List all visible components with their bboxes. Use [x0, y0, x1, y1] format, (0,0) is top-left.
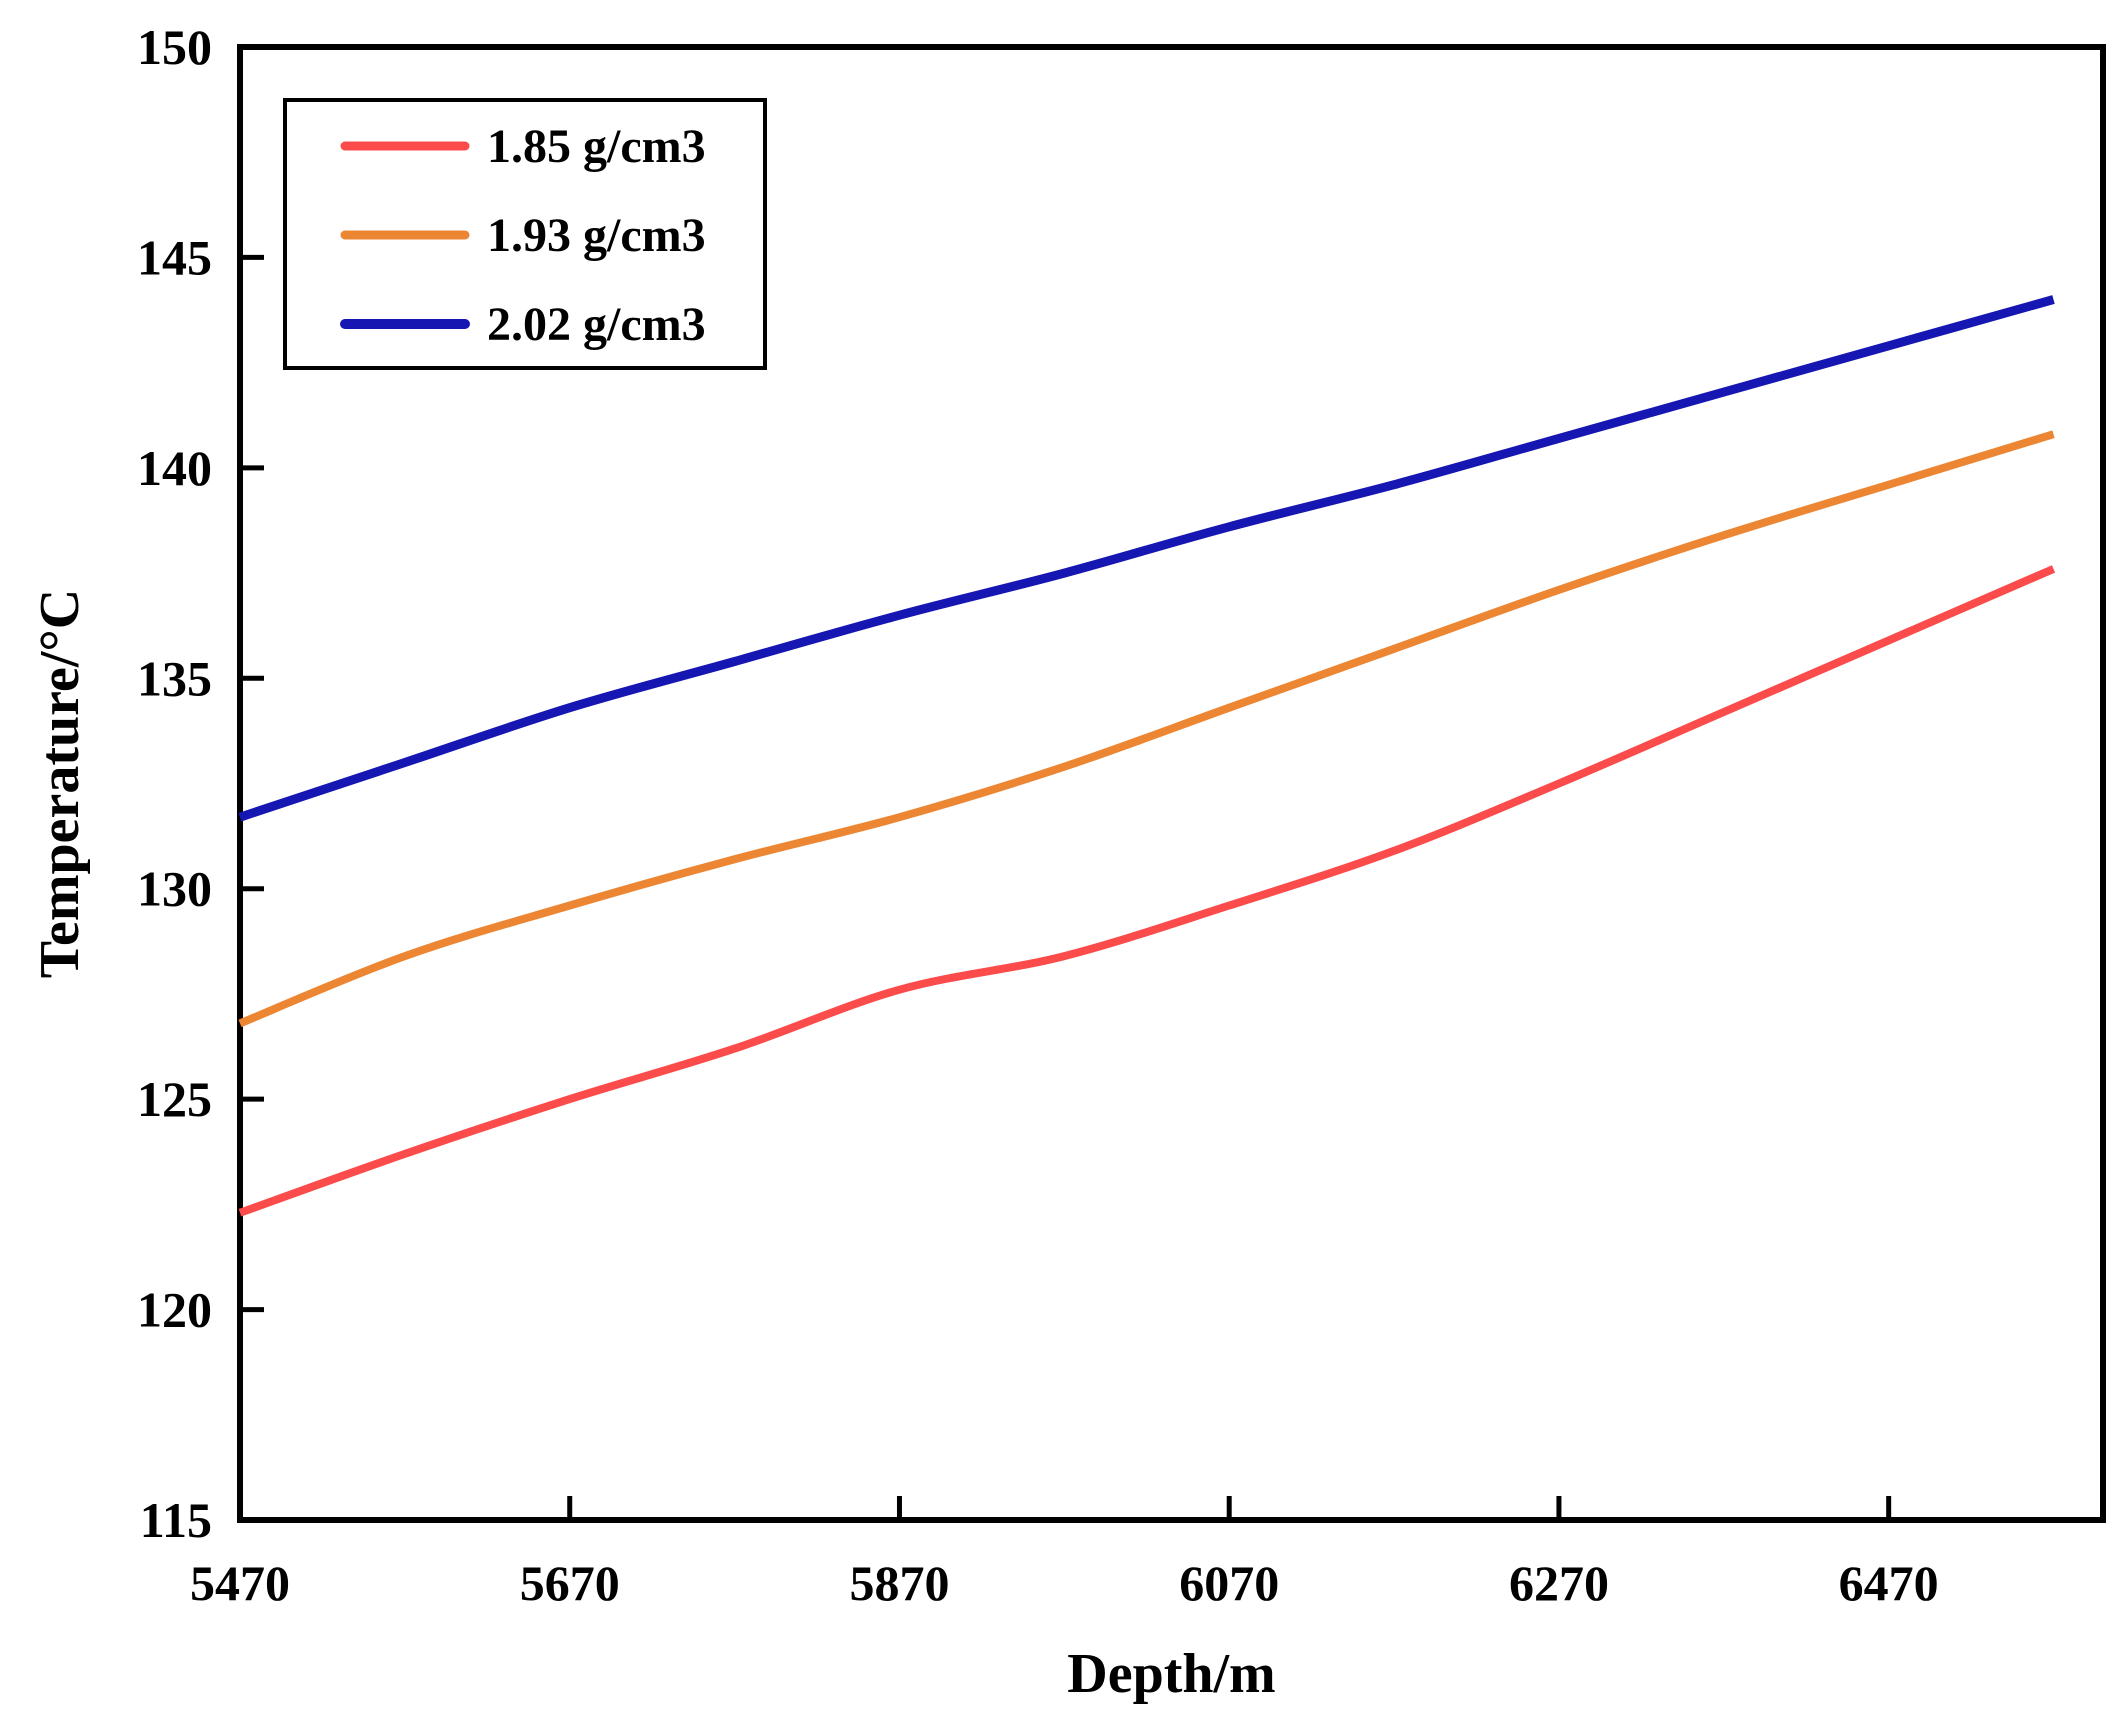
y-tick-label: 140 [137, 440, 212, 496]
series-line-1.853 [238, 565, 2056, 1217]
x-tick-label: 6470 [1839, 1555, 1939, 1611]
x-tick-label: 6070 [1179, 1555, 1279, 1611]
legend-label: 2.02 g/cm3 [487, 298, 706, 351]
y-tick-label: 115 [140, 1492, 212, 1548]
y-tick-label: 125 [137, 1071, 212, 1127]
x-axis-title: Depth/m [1067, 1643, 1275, 1705]
legend-label: 1.85 g/cm3 [487, 120, 706, 173]
x-tick-label: 6270 [1509, 1555, 1609, 1611]
y-tick-label: 135 [137, 650, 212, 706]
legend-label: 1.93 g/cm3 [487, 209, 706, 262]
x-tick-label: 5470 [190, 1555, 290, 1611]
y-axis-title: Temperature/°C [29, 589, 91, 978]
series-line-2.023 [238, 295, 2055, 822]
y-tick-label: 150 [137, 19, 212, 75]
y-tick-label: 145 [137, 229, 212, 285]
y-tick-label: 130 [137, 861, 212, 917]
series-line-1.933 [238, 430, 2055, 1028]
y-tick-label: 120 [137, 1282, 212, 1338]
plot-border [237, 44, 2106, 1523]
x-tick-label: 5670 [520, 1555, 620, 1611]
x-tick-label: 5870 [849, 1555, 949, 1611]
